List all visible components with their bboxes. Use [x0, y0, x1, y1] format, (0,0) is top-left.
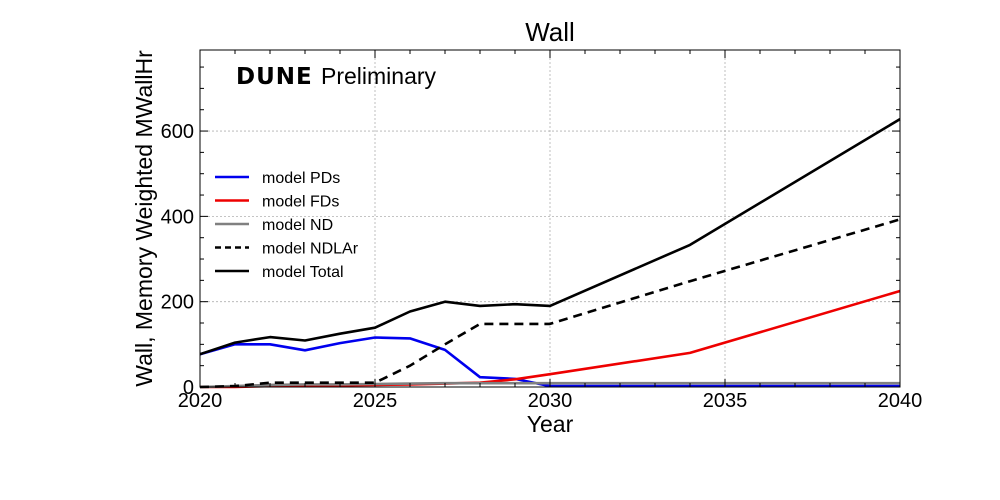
legend-label: model ND [262, 217, 333, 234]
preliminary-text: Preliminary [321, 63, 437, 89]
legend-label: model Total [262, 264, 344, 281]
tick-labels: 2020 2025 2030 2035 2040 0 200 400 600 [161, 121, 923, 412]
dune-preliminary-label: DUNE Preliminary [236, 63, 437, 90]
x-axis-title: Year [527, 411, 574, 437]
series-line-model-total [199, 117, 901, 356]
y-tick-label: 400 [161, 206, 194, 228]
y-tick-label: 600 [161, 121, 194, 143]
y-tick-label: 0 [183, 377, 194, 399]
series-line-model-ndlar [199, 218, 901, 389]
legend: model PDs model FDs model ND model NDLAr mod… [215, 170, 359, 281]
legend-label: model PDs [262, 170, 340, 187]
grid [200, 50, 900, 387]
x-tick-label: 2040 [878, 390, 923, 412]
legend-label: model FDs [262, 194, 339, 211]
x-tick-label: 2030 [528, 390, 573, 412]
legend-label: model NDLAr [262, 241, 359, 258]
axis-ticks [199, 50, 901, 388]
x-tick-label: 2035 [703, 390, 748, 412]
y-tick-label: 200 [161, 292, 194, 314]
x-tick-label: 2025 [353, 390, 398, 412]
x-tick-label: 2020 [178, 390, 223, 412]
dune-logo-text: DUNE [236, 64, 313, 90]
y-axis-title: Wall, Memory Weighted MWallHr [131, 50, 157, 387]
chart-title: Wall [525, 17, 575, 47]
